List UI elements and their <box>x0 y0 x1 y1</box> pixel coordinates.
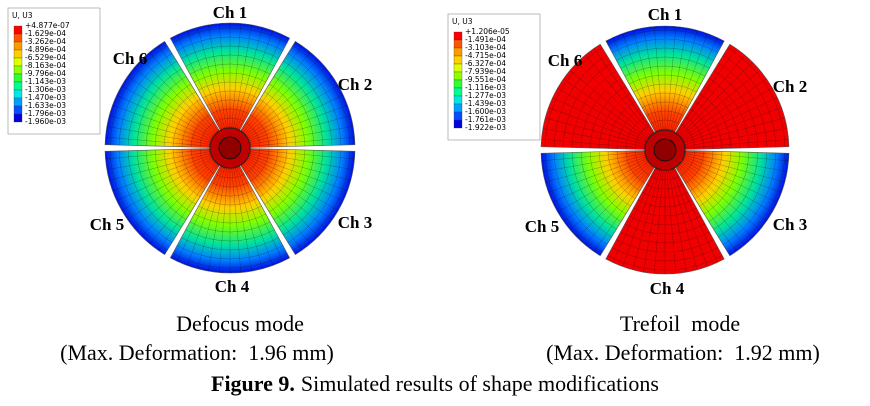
legend-swatch <box>454 64 462 72</box>
mode-label: Trefoil mode <box>620 311 740 336</box>
legend-swatch <box>454 40 462 48</box>
legend-swatch <box>454 48 462 56</box>
max-deformation: (Max. Deformation: 1.96 mm) <box>60 340 334 365</box>
legend-swatch <box>14 26 22 34</box>
legend-swatch <box>14 58 22 66</box>
legend-swatch <box>454 96 462 104</box>
legend-swatch <box>454 56 462 64</box>
legend-swatch <box>454 104 462 112</box>
mode-label: Defocus mode <box>176 311 304 336</box>
channel-label: Ch 2 <box>773 77 807 96</box>
channel-label: Ch 4 <box>650 279 685 298</box>
legend-swatch <box>14 90 22 98</box>
legend-swatch <box>454 80 462 88</box>
figure-caption: Figure 9.Simulated results of shape modi… <box>211 371 659 396</box>
channel-label: Ch 1 <box>648 5 682 24</box>
max-deformation: (Max. Deformation: 1.92 mm) <box>546 340 820 365</box>
caption-text: Simulated results of shape modifications <box>301 371 659 396</box>
legend-swatch <box>454 120 462 128</box>
legend-label: -1.922e-03 <box>465 123 506 132</box>
legend-swatch <box>14 106 22 114</box>
legend-swatch <box>14 82 22 90</box>
channel-label: Ch 5 <box>90 215 124 234</box>
legend-swatch <box>14 42 22 50</box>
legend-label: -1.960e-03 <box>25 117 66 126</box>
channel-label: Ch 6 <box>113 49 147 68</box>
legend-title: U, U3 <box>12 11 33 20</box>
legend-swatch <box>14 50 22 58</box>
legend-swatch <box>14 98 22 106</box>
legend-swatch <box>14 114 22 122</box>
legend-swatch <box>454 88 462 96</box>
figure: Figure 9.Simulated results of shape modi… <box>0 0 870 406</box>
hub-inner <box>654 139 676 161</box>
legend-swatch <box>14 74 22 82</box>
channel-label: Ch 3 <box>338 213 372 232</box>
legend-swatch <box>454 72 462 80</box>
channel-label: Ch 4 <box>215 277 250 296</box>
channel-label: Ch 1 <box>213 3 247 22</box>
caption-label: Figure 9. <box>211 371 295 396</box>
hub-inner <box>219 137 241 159</box>
channel-label: Ch 3 <box>773 215 807 234</box>
legend-title: U, U3 <box>452 17 473 26</box>
channel-label: Ch 6 <box>548 51 582 70</box>
legend-swatch <box>454 112 462 120</box>
legend-swatch <box>14 66 22 74</box>
channel-label: Ch 5 <box>525 217 559 236</box>
legend-swatch <box>454 32 462 40</box>
legend-swatch <box>14 34 22 42</box>
channel-label: Ch 2 <box>338 75 372 94</box>
